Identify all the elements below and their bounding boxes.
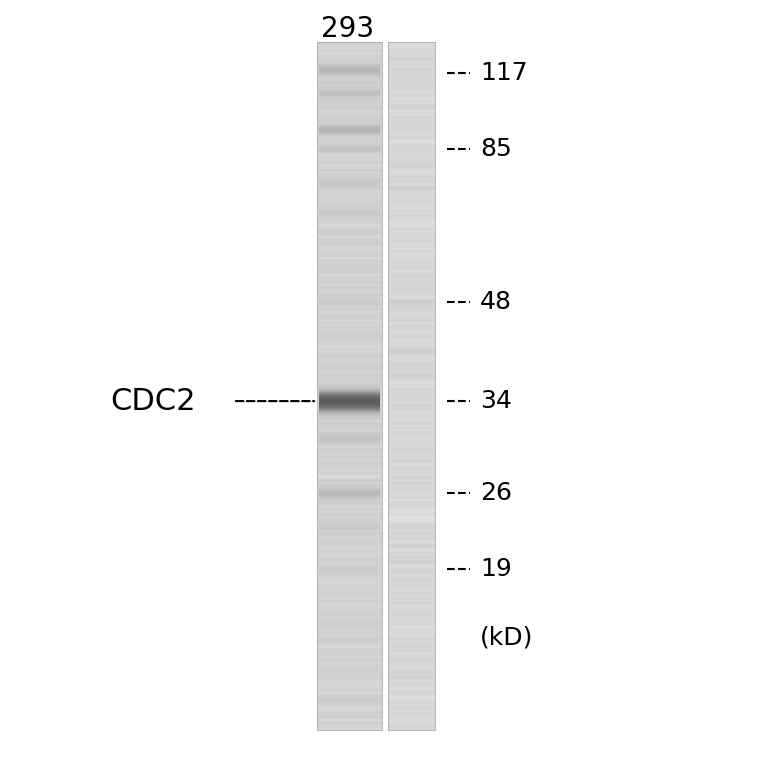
Bar (388, 42, 435, 730)
Text: 85: 85 (480, 137, 512, 161)
Bar (317, 42, 382, 730)
Text: 293: 293 (321, 15, 374, 43)
Bar (317, 42, 382, 730)
Text: 48: 48 (480, 290, 512, 314)
Text: 34: 34 (480, 389, 512, 413)
Bar (388, 42, 435, 730)
Text: 19: 19 (480, 557, 512, 581)
Text: CDC2: CDC2 (110, 387, 196, 416)
Text: 117: 117 (480, 60, 527, 85)
Text: (kD): (kD) (480, 626, 533, 650)
Text: 26: 26 (480, 481, 512, 505)
